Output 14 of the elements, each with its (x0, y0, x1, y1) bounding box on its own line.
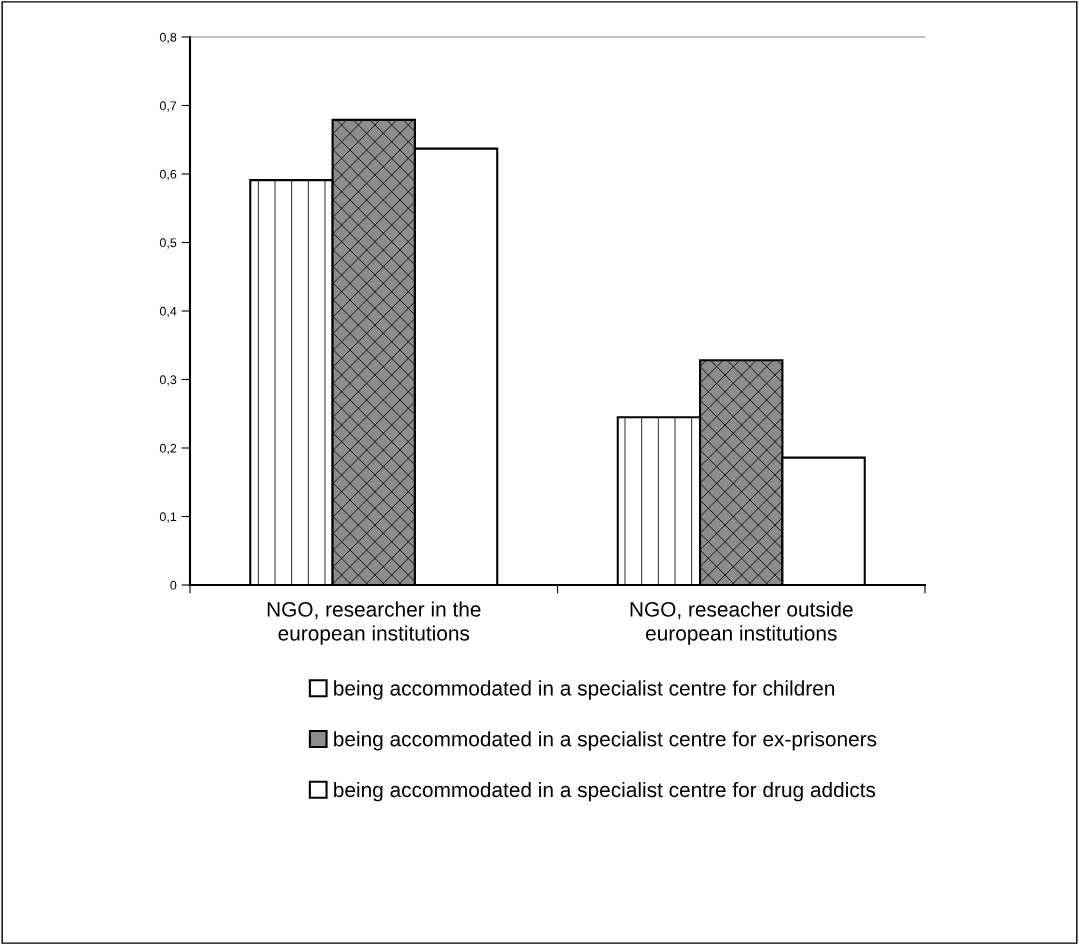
y-tick-label: 0,8 (159, 32, 177, 44)
x-tick-label: NGO, researcher in the european institutions (267, 601, 481, 645)
x-tick-label: NGO, reseacher outside european institutions (630, 601, 853, 645)
y-tick-label: 0,4 (159, 306, 177, 318)
y-tick-label: 0,7 (159, 101, 177, 112)
y-tick-label: 0,5 (159, 238, 177, 249)
y-tick-label: 0,3 (159, 375, 177, 386)
y-tick-label: 0,2 (159, 443, 177, 455)
legend-label: being accommodated in a specialist centre for children (334, 680, 835, 700)
legend-label: being accommodated in a specialist centre for ex-prisoners (334, 731, 877, 751)
y-tick-label: 0,1 (159, 512, 177, 523)
y-tick-label: 0 (170, 580, 177, 590)
y-tick-label: 0,6 (159, 169, 177, 181)
legend-label: being accommodated in a specialist centre for drug addicts (334, 781, 876, 802)
